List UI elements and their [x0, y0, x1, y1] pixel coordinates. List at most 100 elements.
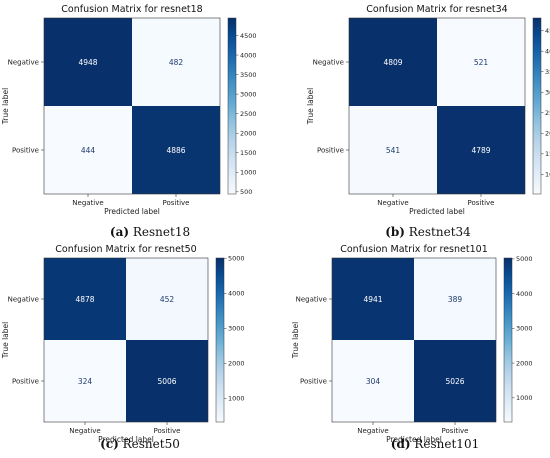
matrix-cell: [437, 106, 525, 194]
y-tick-label: Negative: [8, 296, 39, 304]
matrix-cell: [44, 258, 126, 340]
y-tick-label: Positive: [12, 378, 39, 386]
colorbar: [532, 17, 542, 195]
colorbar-tick-label: 5000: [516, 255, 533, 263]
y-tick-label: Negative: [296, 296, 327, 304]
colorbar-tick-label: 4500: [240, 32, 257, 40]
caption-tag: (c): [100, 437, 119, 451]
matrix-cell: [349, 106, 437, 194]
matrix-cell: [414, 258, 496, 340]
x-tick-label: Negative: [72, 199, 103, 207]
colorbar-tick-label: 5000: [228, 255, 245, 263]
cell-value-label: 521: [474, 58, 489, 67]
matrix-frame: [348, 17, 526, 195]
colorbar-tick-label: 4500: [545, 27, 550, 35]
x-tick-label: Negative: [357, 427, 388, 435]
x-axis-label: Predicted label: [98, 435, 154, 444]
colorbar-tick-label: 1500: [240, 149, 257, 157]
y-tick-label: Negative: [313, 59, 344, 67]
caption-tag: (d): [390, 437, 411, 451]
cell-value-label: 5006: [157, 377, 176, 386]
colorbar-tick-label: 4000: [228, 290, 245, 298]
cell-value-label: 482: [169, 58, 184, 67]
caption-label: Restnet34: [408, 225, 471, 239]
y-tick-label: Positive: [12, 147, 39, 155]
caption-tag: (a): [109, 225, 130, 239]
matrix-cell: [44, 18, 132, 106]
matrix-cell: [126, 258, 208, 340]
caption-resnet101: (d) Resnet101: [380, 437, 490, 451]
matrix-cell: [132, 106, 220, 194]
caption-resnet50: (c) Resnet50: [90, 437, 190, 451]
cell-value-label: 4789: [471, 146, 490, 155]
confusion-matrix-resnet18: Confusion Matrix for resnet18 4948 482 444 4…: [0, 0, 275, 222]
colorbar-tick-label: 2500: [545, 109, 550, 117]
cell-value-label: 4886: [166, 146, 185, 155]
y-tick-label: Negative: [8, 59, 39, 67]
colorbar-tick-label: 3000: [240, 90, 257, 98]
colorbar-tick-label: 4000: [545, 48, 550, 56]
matrix-cell: [44, 106, 132, 194]
colorbar-tick-label: 2500: [240, 110, 257, 118]
colorbar-tick-label: 500: [240, 188, 252, 196]
x-axis-label: Predicted label: [104, 207, 160, 216]
confusion-matrix-resnet101: Confusion Matrix for resnet101 4941 389 304…: [290, 240, 550, 444]
caption-resnet34: (b) Restnet34: [378, 225, 478, 239]
colorbar-tick-label: 2000: [240, 129, 257, 137]
chart-title: Confusion Matrix for resnet18: [61, 4, 202, 15]
cell-value-label: 5026: [445, 377, 464, 386]
matrix-frame: [43, 17, 221, 195]
caption-label: Resnet18: [132, 225, 191, 239]
chart-svg: Confusion Matrix for resnet18 4948 482 444 4…: [1, 4, 257, 216]
y-tick-label: Positive: [317, 147, 344, 155]
colorbar-tick-label: 3000: [545, 89, 550, 97]
y-axis-label: True label: [1, 322, 10, 359]
cell-value-label: 452: [160, 295, 175, 304]
colorbar-tick-label: 2000: [545, 130, 550, 138]
colorbar: [215, 257, 225, 423]
confusion-matrix-resnet50: Confusion Matrix for resnet50 4878 452 324 5…: [0, 240, 275, 444]
cell-value-label: 4809: [383, 58, 402, 67]
chart-svg: Confusion Matrix for resnet101 4941 389 304…: [291, 244, 533, 444]
chart-svg: Confusion Matrix for resnet34 4809 521 541 4…: [306, 4, 550, 216]
caption-resnet18: (a) Resnet18: [100, 225, 200, 239]
cell-value-label: 4948: [78, 58, 97, 67]
chart-title: Confusion Matrix for resnet34: [366, 4, 507, 15]
matrix-cell: [414, 340, 496, 422]
x-tick-label: Positive: [442, 427, 469, 435]
x-axis-label: Predicted label: [409, 207, 465, 216]
cell-value-label: 304: [366, 377, 381, 386]
colorbar: [503, 257, 513, 423]
cell-value-label: 541: [386, 146, 401, 155]
x-tick-label: Positive: [468, 199, 495, 207]
matrix-cell: [132, 18, 220, 106]
colorbar-tick-label: 1000: [516, 394, 533, 402]
colorbar-tick-label: 4000: [240, 51, 257, 59]
colorbar-tick-label: 3500: [240, 71, 257, 79]
colorbar-tick-label: 3000: [228, 325, 245, 333]
chart-title: Confusion Matrix for resnet50: [55, 244, 196, 255]
chart-svg: Confusion Matrix for resnet50 4878 452 324 5…: [1, 244, 245, 444]
cell-value-label: 4878: [75, 295, 94, 304]
colorbar-tick-label: 1000: [228, 395, 245, 403]
colorbar-tick-label: 3000: [516, 325, 533, 333]
x-tick-label: Positive: [163, 199, 190, 207]
chart-title: Confusion Matrix for resnet101: [340, 244, 488, 255]
colorbar-tick-label: 2000: [228, 360, 245, 368]
x-tick-label: Negative: [69, 427, 100, 435]
matrix-cell: [126, 340, 208, 422]
x-tick-label: Positive: [154, 427, 181, 435]
x-tick-label: Negative: [377, 199, 408, 207]
x-axis-label: Predicted label: [386, 435, 442, 444]
colorbar-tick-label: 4000: [516, 290, 533, 298]
colorbar-tick-label: 2000: [516, 359, 533, 367]
matrix-cell: [44, 340, 126, 422]
colorbar: [227, 17, 237, 195]
matrix-cell: [332, 258, 414, 340]
cell-value-label: 324: [78, 377, 93, 386]
matrix-cell: [332, 340, 414, 422]
matrix-cell: [349, 18, 437, 106]
y-axis-label: True label: [306, 88, 315, 125]
cell-value-label: 444: [81, 146, 96, 155]
y-axis-label: True label: [291, 322, 300, 359]
